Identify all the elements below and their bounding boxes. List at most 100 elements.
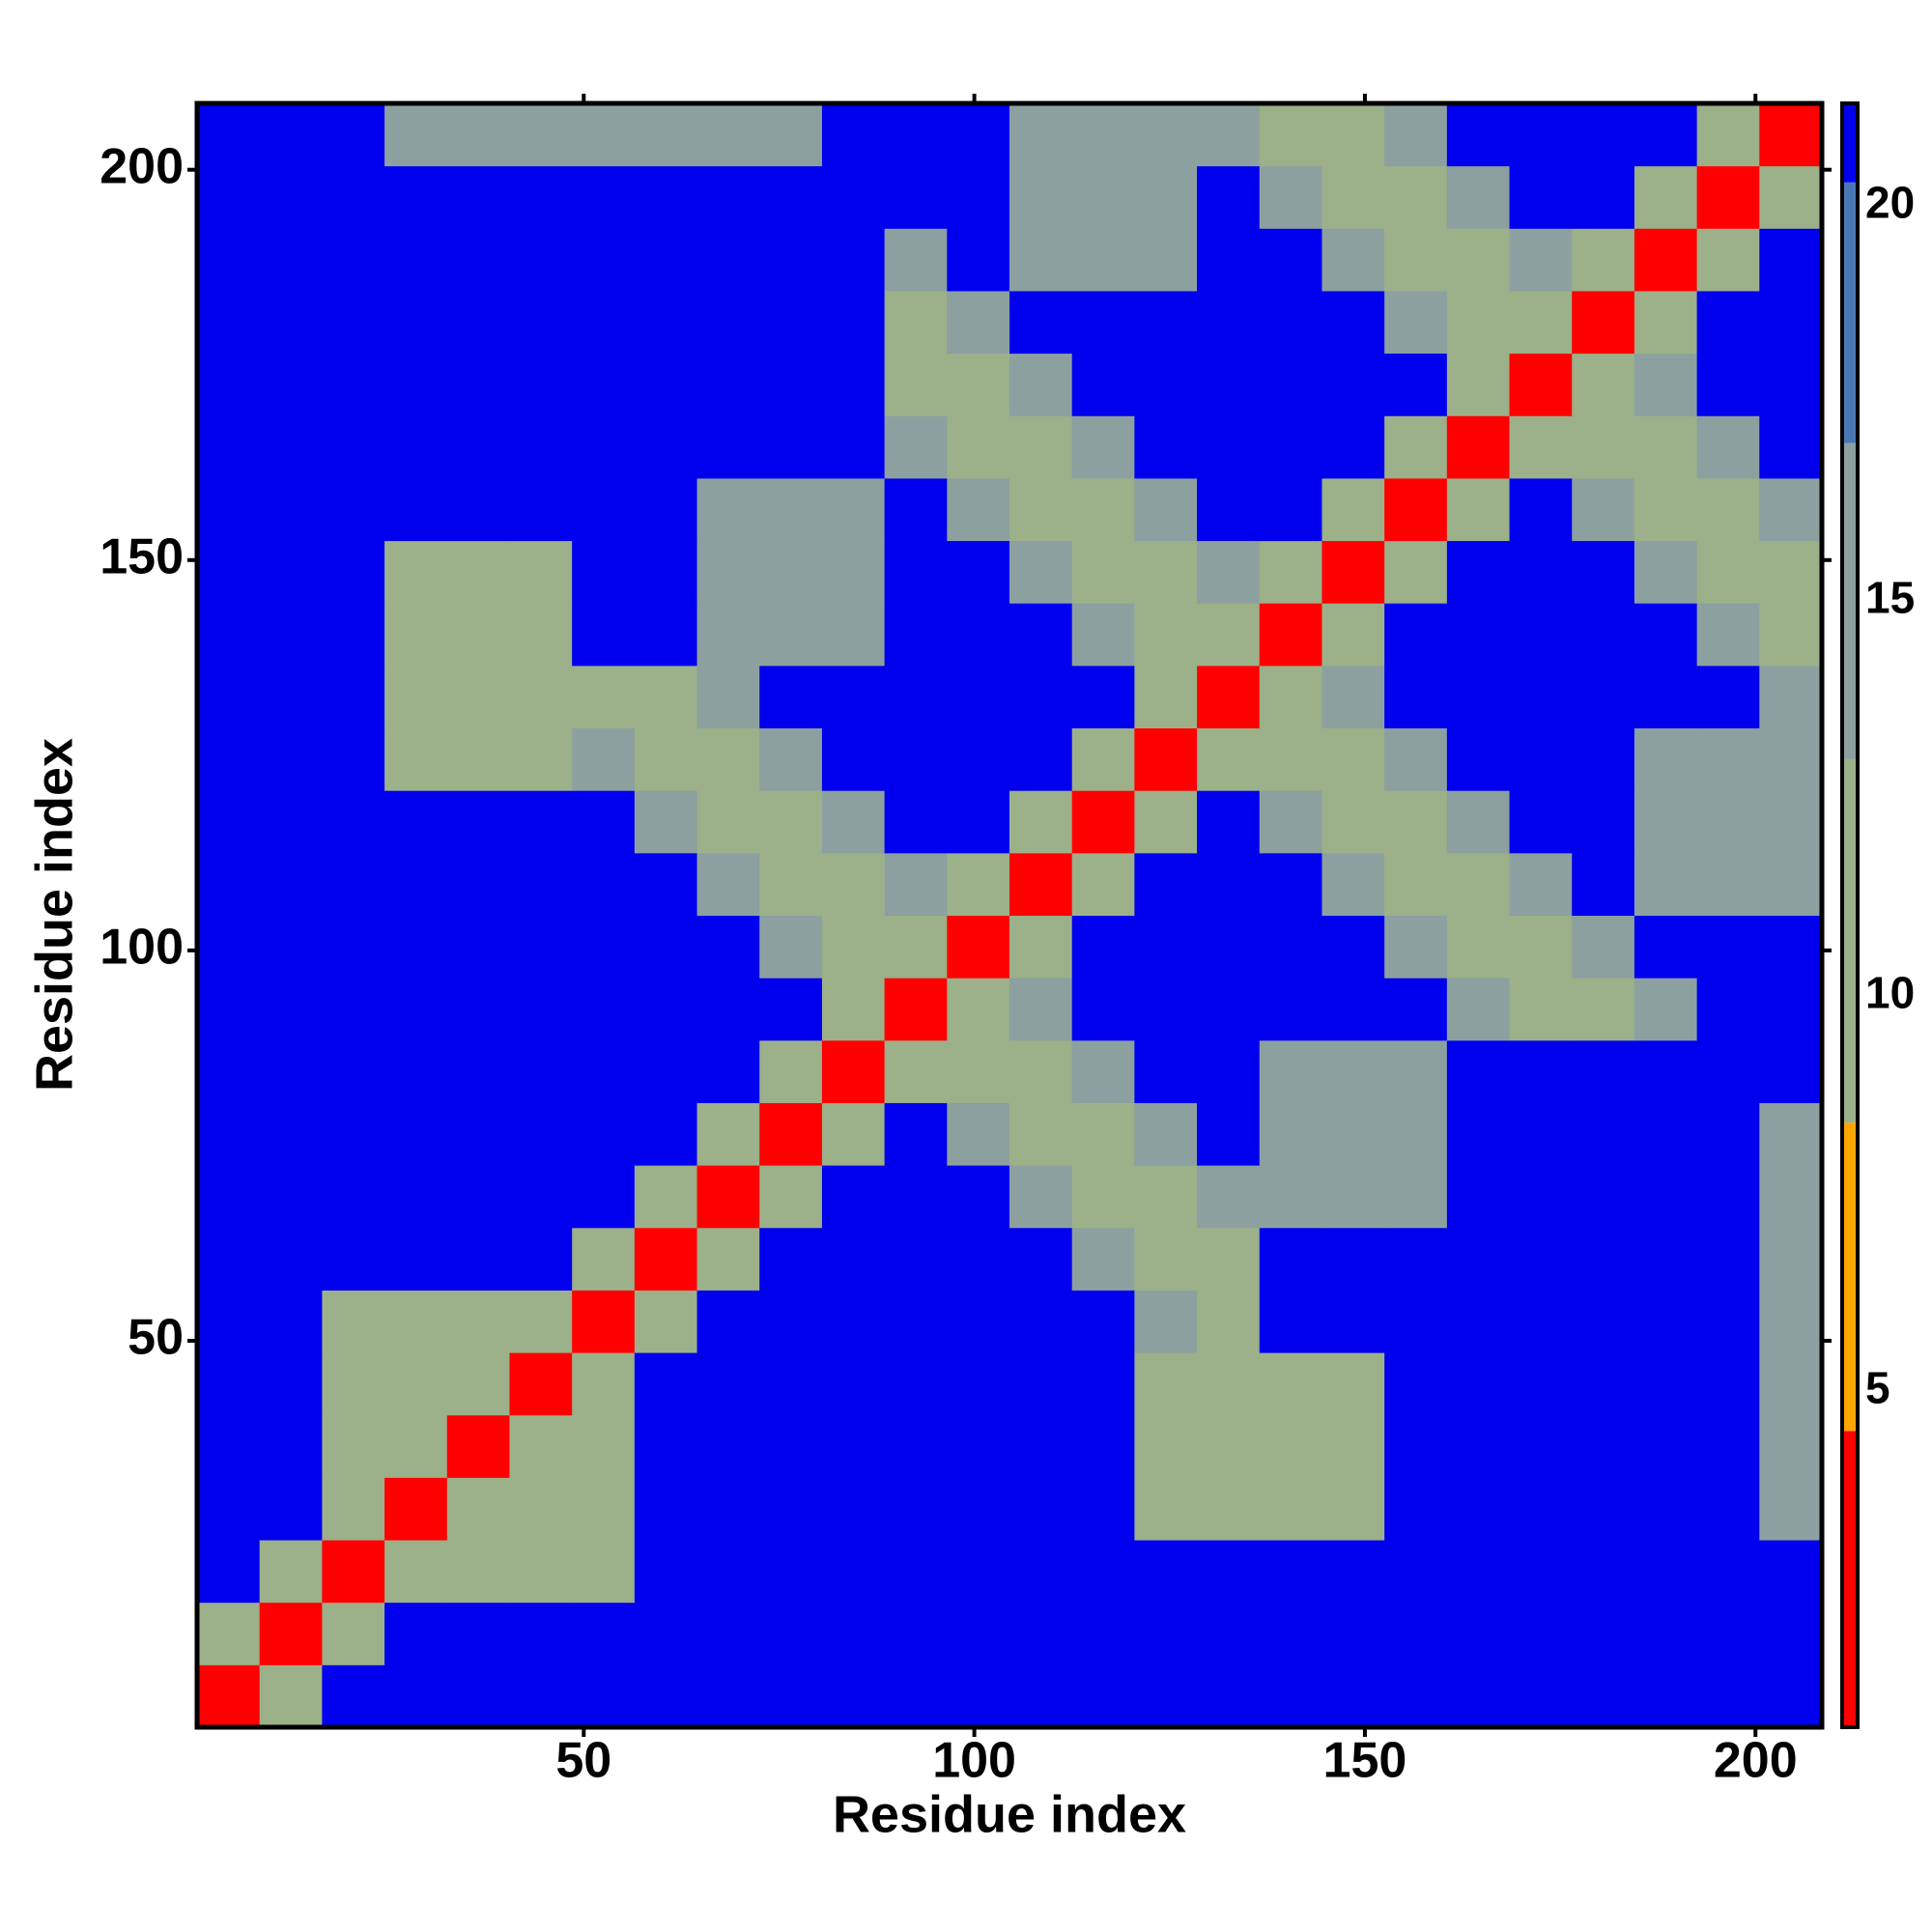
heatmap-cell [322,790,385,854]
heatmap-cell [322,665,385,729]
heatmap-cell [1696,1352,1760,1416]
heatmap-cell [821,353,886,416]
heatmap-cell [1759,1102,1823,1166]
heatmap-cell [197,1664,261,1728]
heatmap-cell [1384,915,1448,979]
heatmap-cell [1197,290,1261,355]
heatmap-cell [884,978,948,1041]
heatmap-cell [1009,1414,1073,1478]
heatmap-cell [1759,1352,1823,1416]
heatmap-cell [1259,165,1322,229]
heatmap-cell [947,1290,1010,1353]
heatmap-cell [696,1540,760,1604]
heatmap-cell [1384,1039,1448,1103]
heatmap-cell [322,1039,385,1103]
heatmap-cell [1446,1165,1511,1229]
heatmap-cell [884,1602,948,1665]
heatmap-cell [1759,603,1823,667]
heatmap-cell [259,665,323,729]
heatmap-cell [1446,727,1511,791]
heatmap-cell [446,1290,510,1353]
heatmap-cell [572,1227,636,1291]
heatmap-cell [1321,852,1385,916]
heatmap-cell [1696,415,1760,479]
heatmap-cell [884,1352,948,1416]
colorbar-tick-label: 5 [1865,1363,1890,1413]
heatmap-cell [1572,978,1635,1041]
heatmap-cell [1009,228,1073,292]
heatmap-cell [1009,540,1073,604]
heatmap-cell [1509,1602,1573,1665]
heatmap-cell [1197,1352,1261,1416]
heatmap-cell [259,1227,323,1291]
heatmap-cell [259,1290,323,1353]
heatmap-cell [1259,103,1322,167]
heatmap-cell [1134,1165,1198,1229]
heatmap-cell [322,1352,385,1416]
heatmap-cell [696,790,760,854]
heatmap-cell [1259,915,1322,979]
heatmap-cell [509,228,573,292]
heatmap-cell [1071,1664,1135,1728]
heatmap-cell [509,1039,573,1103]
heatmap-cell [1696,1227,1760,1291]
heatmap-cell [1197,1102,1261,1166]
heatmap-cell [197,477,261,542]
heatmap-cell [197,1414,261,1478]
heatmap-cell [759,603,823,667]
heatmap-cell [634,1290,698,1353]
heatmap-cell [384,228,448,292]
heatmap-cell [821,852,886,916]
colorbar-band [1842,182,1858,443]
heatmap-cell [1071,290,1135,355]
heatmap-cell [1572,1165,1635,1229]
heatmap-cell [1009,290,1073,355]
heatmap-cell [259,1352,323,1416]
heatmap-cell [509,1165,573,1229]
heatmap-cell [1259,727,1322,791]
heatmap-cell [1071,353,1135,416]
heatmap-cell [1009,978,1073,1041]
heatmap-cell [821,228,886,292]
heatmap-cell [1197,915,1261,979]
heatmap-cell [572,1352,636,1416]
heatmap-cell [1321,1102,1385,1166]
heatmap-cell [759,290,823,355]
heatmap-cell [1321,290,1385,355]
colorbar-tick-label: 20 [1865,177,1915,227]
heatmap-cell [759,353,823,416]
heatmap-cell [947,353,1010,416]
heatmap-cell [821,165,886,229]
heatmap-cell [634,915,698,979]
heatmap-cell [634,1664,698,1728]
heatmap-cell [821,1165,886,1229]
heatmap-cell [634,790,698,854]
heatmap-cell [1446,1540,1511,1604]
heatmap-cell [1384,1352,1448,1416]
heatmap-cell [1259,1602,1322,1665]
heatmap-cell [1634,228,1698,292]
heatmap-cell [1071,665,1135,729]
heatmap-cell [947,790,1010,854]
heatmap-cell [1071,228,1135,292]
heatmap-cell [1321,790,1385,854]
heatmap-cell [1197,1664,1261,1728]
heatmap-cell [259,852,323,916]
heatmap-cell [1321,353,1385,416]
heatmap-cell [197,540,261,604]
heatmap-cell [1759,165,1823,229]
heatmap-cell [1572,1039,1635,1103]
heatmap-cell [1696,1602,1760,1665]
heatmap-cell [696,1165,760,1229]
heatmap-cell [572,1290,636,1353]
colorbar-band [1842,442,1858,759]
heatmap-cell [572,1602,636,1665]
heatmap-cell [1509,1352,1573,1416]
heatmap-cell [696,165,760,229]
heatmap-cell [572,727,636,791]
heatmap-cell [572,665,636,729]
heatmap-cell [947,1414,1010,1478]
heatmap-cell [322,1540,385,1604]
heatmap-cell [821,603,886,667]
heatmap-cell [1509,1540,1573,1604]
